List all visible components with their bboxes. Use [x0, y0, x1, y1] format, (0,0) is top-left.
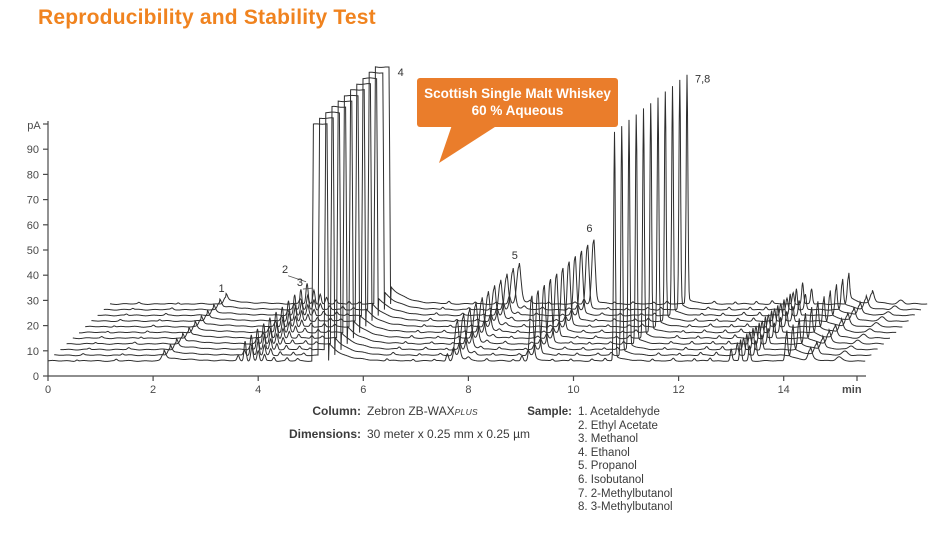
x-tick-label: 0: [45, 384, 51, 396]
y-tick-label: 50: [27, 245, 39, 257]
dimensions-label: Dimensions:: [288, 427, 361, 441]
column-info: Column: Zebron ZB-WAXPLUS Dimensions: 30…: [288, 404, 530, 441]
column-value-suffix: PLUS: [454, 407, 478, 417]
chromatogram-trace-run-2: [54, 117, 872, 357]
x-tick-label: 2: [150, 384, 156, 396]
column-value: Zebron ZB-WAXPLUS: [367, 404, 530, 419]
x-tick-label: 4: [255, 384, 261, 396]
peak-label-1: 1: [219, 283, 225, 295]
sample-label: Sample:: [527, 406, 572, 418]
peak-label-2: 2: [282, 264, 288, 276]
column-value-text: Zebron ZB-WAX: [367, 404, 455, 418]
callout-tail-shape: [439, 125, 498, 163]
sample-list: 1. Acetaldehyde 2. Ethyl Acetate 3. Meth…: [578, 406, 673, 515]
sample-item: 7. 2-Methylbutanol: [578, 487, 673, 500]
y-tick-label: 0: [33, 371, 39, 383]
x-tick-label: 12: [672, 384, 684, 396]
peak-leader-line-3: [302, 287, 313, 290]
x-tick-label: 8: [465, 384, 471, 396]
y-tick-label: 40: [27, 270, 39, 282]
sample-item: 5. Propanol: [578, 460, 637, 473]
y-tick-label: 70: [27, 195, 39, 207]
sample-item: 8. 3-Methylbutanol: [578, 501, 673, 514]
x-tick-label: 10: [567, 384, 579, 396]
y-tick-label: 30: [27, 295, 39, 307]
sample-item: 4. Ethanol: [578, 446, 630, 459]
peak-label-6: 6: [586, 223, 592, 235]
peak-label-7,8: 7,8: [695, 74, 710, 86]
dimensions-value: 30 meter x 0.25 mm x 0.25 µm: [367, 427, 530, 441]
sample-item: 1. Acetaldehyde: [578, 406, 660, 418]
page-title: Reproducibility and Stability Test: [38, 6, 376, 29]
y-tick-label: 80: [27, 169, 39, 181]
peak-label-3: 3: [297, 277, 303, 289]
peak-label-4: 4: [398, 67, 404, 79]
peak-label-5: 5: [512, 250, 518, 262]
sample-item: 2. Ethyl Acetate: [578, 419, 658, 432]
y-tick-label: 20: [27, 321, 39, 333]
chromatogram-trace-run-1: [47, 123, 866, 362]
y-tick-label: 10: [27, 346, 39, 358]
sample-item: 6. Isobutanol: [578, 473, 644, 486]
y-tick-label: 90: [27, 144, 39, 156]
callout-line1: Scottish Single Malt Whiskey: [424, 86, 611, 101]
x-axis-unit-label: min: [842, 384, 862, 396]
callout-tail: [439, 125, 498, 163]
y-tick-label: 60: [27, 220, 39, 232]
peak-leader-line-2: [287, 275, 307, 283]
sample-item: 3. Methanol: [578, 433, 639, 446]
y-axis-unit-label: pA: [27, 120, 41, 132]
column-label: Column:: [312, 404, 361, 418]
sample-callout: Scottish Single Malt Whiskey 60 % Aqueou…: [417, 78, 618, 127]
x-tick-label: 6: [360, 384, 366, 396]
callout-line2: 60 % Aqueous: [471, 103, 564, 118]
x-tick-label: 14: [778, 384, 790, 396]
sample-legend: Sample: 1. Acetaldehyde 2. Ethyl Acetate…: [524, 406, 673, 515]
